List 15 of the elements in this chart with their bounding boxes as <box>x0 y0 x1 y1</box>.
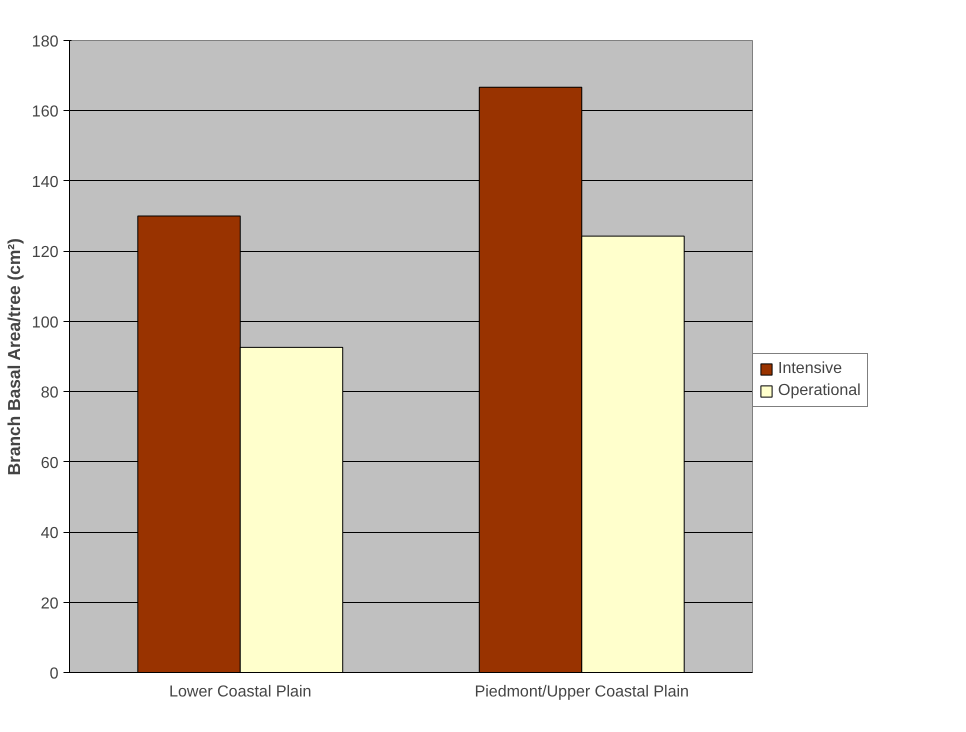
y-axis-title: Branch Basal Area/tree (cm²) <box>4 238 24 476</box>
y-tick-label: 140 <box>32 174 59 191</box>
y-tick-label: 60 <box>40 454 59 472</box>
y-tick-label: 80 <box>40 384 59 402</box>
y-tick-label: 0 <box>50 666 59 682</box>
legend-label: Operational <box>778 382 861 400</box>
x-tick-label: Piedmont/Upper Coastal Plain <box>474 684 689 700</box>
y-tick-label: 20 <box>40 595 59 612</box>
y-tick-label: 160 <box>32 104 59 121</box>
y-tick-label: 120 <box>32 244 59 262</box>
legend-label: Intensive <box>778 360 842 378</box>
y-tick-label: 40 <box>40 525 59 542</box>
y-tick-label: 180 <box>32 34 59 50</box>
y-tick-label: 100 <box>32 314 59 332</box>
x-tick-label: Lower Coastal Plain <box>169 684 312 700</box>
